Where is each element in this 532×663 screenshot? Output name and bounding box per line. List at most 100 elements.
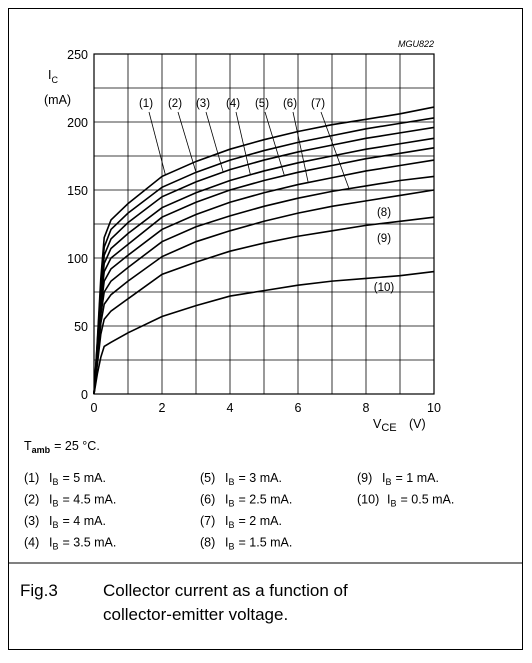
ambient-note: Tamb = 25 °C. <box>24 439 100 455</box>
legend-condition: = 5 mA. <box>63 471 106 485</box>
caption-line: Collector current as a function of <box>103 581 348 600</box>
figure-code: MGU822 <box>398 39 434 49</box>
y-tick-label: 50 <box>74 320 88 334</box>
x-tick-label: 8 <box>363 401 370 415</box>
y-tick-label: 100 <box>67 252 88 266</box>
curve-label: (5) <box>255 98 269 110</box>
y-tick-label: 0 <box>81 388 88 402</box>
x-tick-label: 10 <box>427 401 441 415</box>
curve-label: (10) <box>374 282 395 294</box>
legend-number: (10) <box>357 493 379 507</box>
legend-entry: IB = 2 mA. <box>225 514 282 530</box>
legend-entry: IB = 5 mA. <box>49 471 106 487</box>
legend-symbol: I <box>49 493 52 507</box>
legend-number: (4) <box>24 536 39 550</box>
legend-symbol: I <box>49 471 52 485</box>
legend-subscript: B <box>52 542 58 552</box>
legend-subscript: B <box>228 477 234 487</box>
legend-condition: = 4.5 mA. <box>63 493 117 507</box>
leader-line <box>292 111 309 183</box>
legend-subscript: B <box>228 520 234 530</box>
legend-condition: = 1.5 mA. <box>239 536 293 550</box>
x-tick-label: 2 <box>159 401 166 415</box>
y-tick-label: 150 <box>67 184 88 198</box>
x-tick-label: 0 <box>91 401 98 415</box>
legend-symbol: I <box>225 471 228 485</box>
curve-label: (3) <box>196 98 210 110</box>
legend-number: (7) <box>200 514 215 528</box>
curve <box>93 175 435 395</box>
legend-entry: IB = 4 mA. <box>49 514 106 530</box>
legend-condition: = 3.5 mA. <box>63 536 117 550</box>
y-label-symbol: I <box>48 68 51 82</box>
legend-symbol: I <box>225 514 228 528</box>
curve <box>93 189 435 395</box>
y-label-subscript: C <box>51 75 58 85</box>
curve-label: (8) <box>377 207 391 219</box>
leader-line <box>235 111 251 175</box>
y-axis-unit: (mA) <box>44 93 71 107</box>
ambient-symbol: T <box>24 439 32 453</box>
legend-entry: IB = 1.5 mA. <box>225 536 292 552</box>
legend-number: (6) <box>200 493 215 507</box>
leader-line <box>264 111 285 176</box>
legend-subscript: B <box>52 499 58 509</box>
legend-subscript: B <box>385 477 391 487</box>
legend-symbol: I <box>387 493 390 507</box>
curve-label: (6) <box>283 98 297 110</box>
legend-symbol: I <box>49 514 52 528</box>
y-axis-label: IC <box>48 68 58 85</box>
legend-entry: IB = 3.5 mA. <box>49 536 116 552</box>
caption-number: Fig.3 <box>20 581 58 600</box>
y-tick-label: 250 <box>67 48 88 62</box>
legend-entry: IB = 0.5 mA. <box>387 493 454 509</box>
legend-subscript: B <box>228 499 234 509</box>
y-tick-label: 200 <box>67 116 88 130</box>
legend-number: (8) <box>200 536 215 550</box>
legend-symbol: I <box>49 536 52 550</box>
legend-entry: IB = 1 mA. <box>382 471 439 487</box>
legend-entry: IB = 2.5 mA. <box>225 493 292 509</box>
x-tick-label: 6 <box>295 401 302 415</box>
legend-subscript: B <box>390 499 396 509</box>
ambient-text: = 25 °C. <box>54 439 100 453</box>
legend-condition: = 3 mA. <box>239 471 282 485</box>
legend-number: (5) <box>200 471 215 485</box>
x-label-subscript: CE <box>381 422 396 434</box>
curve <box>93 270 435 395</box>
x-label-symbol: V <box>373 417 382 431</box>
legend-condition: = 1 mA. <box>396 471 439 485</box>
x-axis-unit: (V) <box>409 417 426 431</box>
curve-label: (9) <box>377 233 391 245</box>
legend-number: (9) <box>357 471 372 485</box>
x-tick-label: 4 <box>227 401 234 415</box>
legend-symbol: I <box>225 493 228 507</box>
curve-label: (7) <box>311 98 325 110</box>
curve <box>93 216 435 395</box>
leader-line <box>177 111 197 173</box>
curve-label: (2) <box>168 98 182 110</box>
leader-line <box>148 111 166 176</box>
legend-condition: = 0.5 mA. <box>401 493 455 507</box>
legend-symbol: I <box>225 536 228 550</box>
legend-entry: IB = 3 mA. <box>225 471 282 487</box>
curve-label: (1) <box>139 98 153 110</box>
ambient-subscript: amb <box>32 445 51 455</box>
legend-subscript: B <box>228 542 234 552</box>
legend-condition: = 4 mA. <box>63 514 106 528</box>
legend-number: (1) <box>24 471 39 485</box>
legend-number: (3) <box>24 514 39 528</box>
legend-subscript: B <box>52 520 58 530</box>
curve <box>93 159 435 395</box>
leader-line <box>320 111 350 189</box>
legend-condition: = 2 mA. <box>239 514 282 528</box>
legend-subscript: B <box>52 477 58 487</box>
plot-frame <box>93 53 435 395</box>
curve-label: (4) <box>226 98 240 110</box>
curve <box>93 147 435 395</box>
caption-line: collector-emitter voltage. <box>103 605 288 624</box>
legend-number: (2) <box>24 493 39 507</box>
legend-entry: IB = 4.5 mA. <box>49 493 116 509</box>
